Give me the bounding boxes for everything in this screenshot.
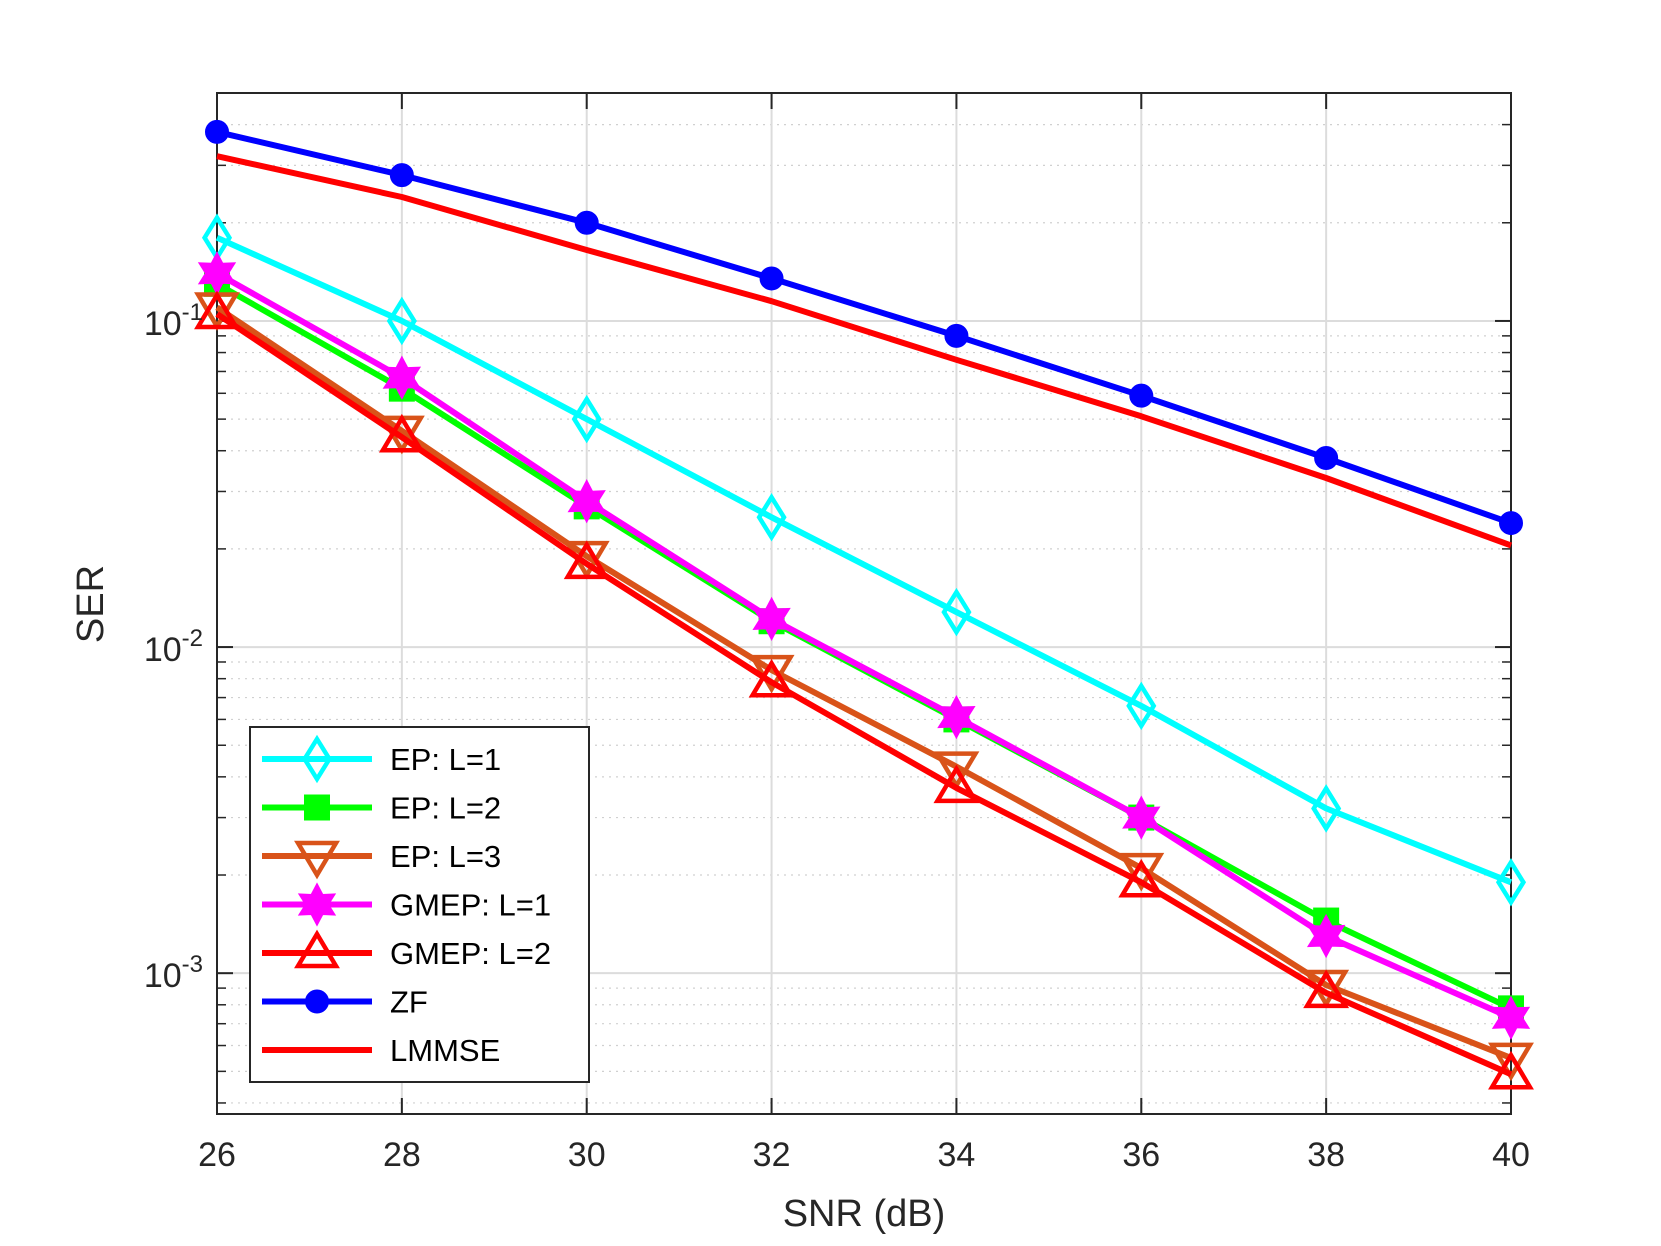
series-zf: [205, 119, 1523, 536]
diamond-marker: [941, 587, 972, 637]
triangle-down-marker: [1488, 1042, 1534, 1082]
series-line: [216, 128, 1512, 526]
x-tick-label: 26: [198, 1136, 236, 1174]
series-line: [215, 311, 1513, 1077]
triangle-up-marker: [1118, 858, 1165, 898]
legend-item: GMEP: L=1: [262, 882, 551, 927]
y-axis-title: SER: [70, 565, 112, 643]
circle-marker: [205, 119, 229, 144]
legend-item: ZF: [262, 985, 428, 1020]
series-layer: [194, 119, 1534, 1090]
circle-marker: [944, 323, 969, 348]
x-tick-label: 32: [753, 1136, 791, 1174]
diamond-marker: [301, 734, 333, 784]
legend-item: GMEP: L=2: [262, 929, 551, 971]
series-lmmse: [216, 153, 1513, 549]
triangle-up-marker: [194, 290, 240, 330]
circle-marker: [305, 989, 329, 1014]
legend-label: EP: L=1: [390, 742, 501, 777]
series-line: [215, 304, 1513, 1061]
x-axis-title: SNR (dB): [783, 1193, 946, 1235]
series-line: [215, 234, 1513, 886]
x-tick-label: 34: [938, 1136, 976, 1174]
triangle-up-marker: [1303, 969, 1350, 1009]
series-line: [215, 270, 1513, 1021]
hexagram-marker: [1122, 795, 1161, 840]
triangle-down-marker: [1118, 852, 1165, 892]
series-ep-l-1: [201, 213, 1527, 907]
hexagram-marker: [1306, 913, 1346, 959]
y-tick-label: 10-3: [144, 951, 203, 995]
x-tick-label: 28: [383, 1136, 421, 1174]
legend-label: ZF: [390, 985, 428, 1020]
series-line: [216, 153, 1513, 549]
x-tick-label: 40: [1492, 1136, 1530, 1174]
circle-marker: [1314, 445, 1339, 470]
axes: [216, 92, 1512, 1115]
legend-label: EP: L=2: [390, 791, 501, 826]
diamond-marker: [756, 493, 787, 542]
circle-marker: [759, 266, 784, 291]
legend-item: EP: L=1: [262, 734, 501, 784]
y-tick-label: 10-2: [144, 625, 203, 669]
legend-label: GMEP: L=1: [390, 888, 551, 923]
legend-label: GMEP: L=2: [390, 936, 551, 971]
triangle-up-marker: [748, 658, 795, 698]
diamond-marker: [1495, 858, 1527, 907]
circle-marker: [389, 163, 414, 188]
legend-label: LMMSE: [390, 1033, 500, 1068]
hexagram-marker: [752, 596, 791, 642]
legend-item: EP: L=3: [262, 839, 501, 880]
circle-marker: [574, 210, 599, 235]
diamond-marker: [1126, 681, 1157, 731]
triangle-down-marker: [933, 751, 980, 791]
triangle-down-marker: [294, 840, 340, 880]
hexagram-marker: [382, 355, 422, 400]
hexagram-marker: [297, 882, 337, 927]
diamond-marker: [571, 394, 602, 444]
circle-marker: [1129, 383, 1154, 408]
x-tick-label: 30: [568, 1136, 606, 1174]
triangle-up-marker: [563, 540, 610, 580]
series-gmep-l-1: [197, 251, 1531, 1040]
hexagram-marker: [567, 479, 606, 524]
hexagram-marker: [1491, 995, 1531, 1040]
triangle-up-marker: [1488, 1050, 1534, 1090]
diamond-marker: [386, 296, 417, 346]
tick-labels: 10-3 10-2 10-1 26 28 30 32 34 36 38 40: [144, 299, 1530, 1174]
triangle-up-marker: [933, 764, 980, 804]
legend-label: EP: L=3: [390, 839, 501, 874]
circle-marker: [1499, 511, 1523, 536]
triangle-up-marker: [294, 929, 340, 969]
x-tick-label: 38: [1307, 1136, 1345, 1174]
hexagram-marker: [937, 694, 976, 740]
x-tick-label: 36: [1122, 1136, 1160, 1174]
diamond-marker: [1311, 784, 1342, 833]
legend-item: EP: L=2: [262, 791, 501, 826]
legend: EP: L=1 EP: L=2 EP: L=3 GMEP: L=1 GMEP: L=2 Z…: [249, 726, 590, 1083]
series-gmep-l-2: [194, 290, 1534, 1090]
square-marker: [304, 794, 330, 821]
legend-item: LMMSE: [262, 1033, 500, 1068]
triangle-up-marker: [378, 413, 425, 453]
y-tick-label: 10-1: [144, 299, 203, 343]
axes-frame: [216, 92, 1512, 1115]
